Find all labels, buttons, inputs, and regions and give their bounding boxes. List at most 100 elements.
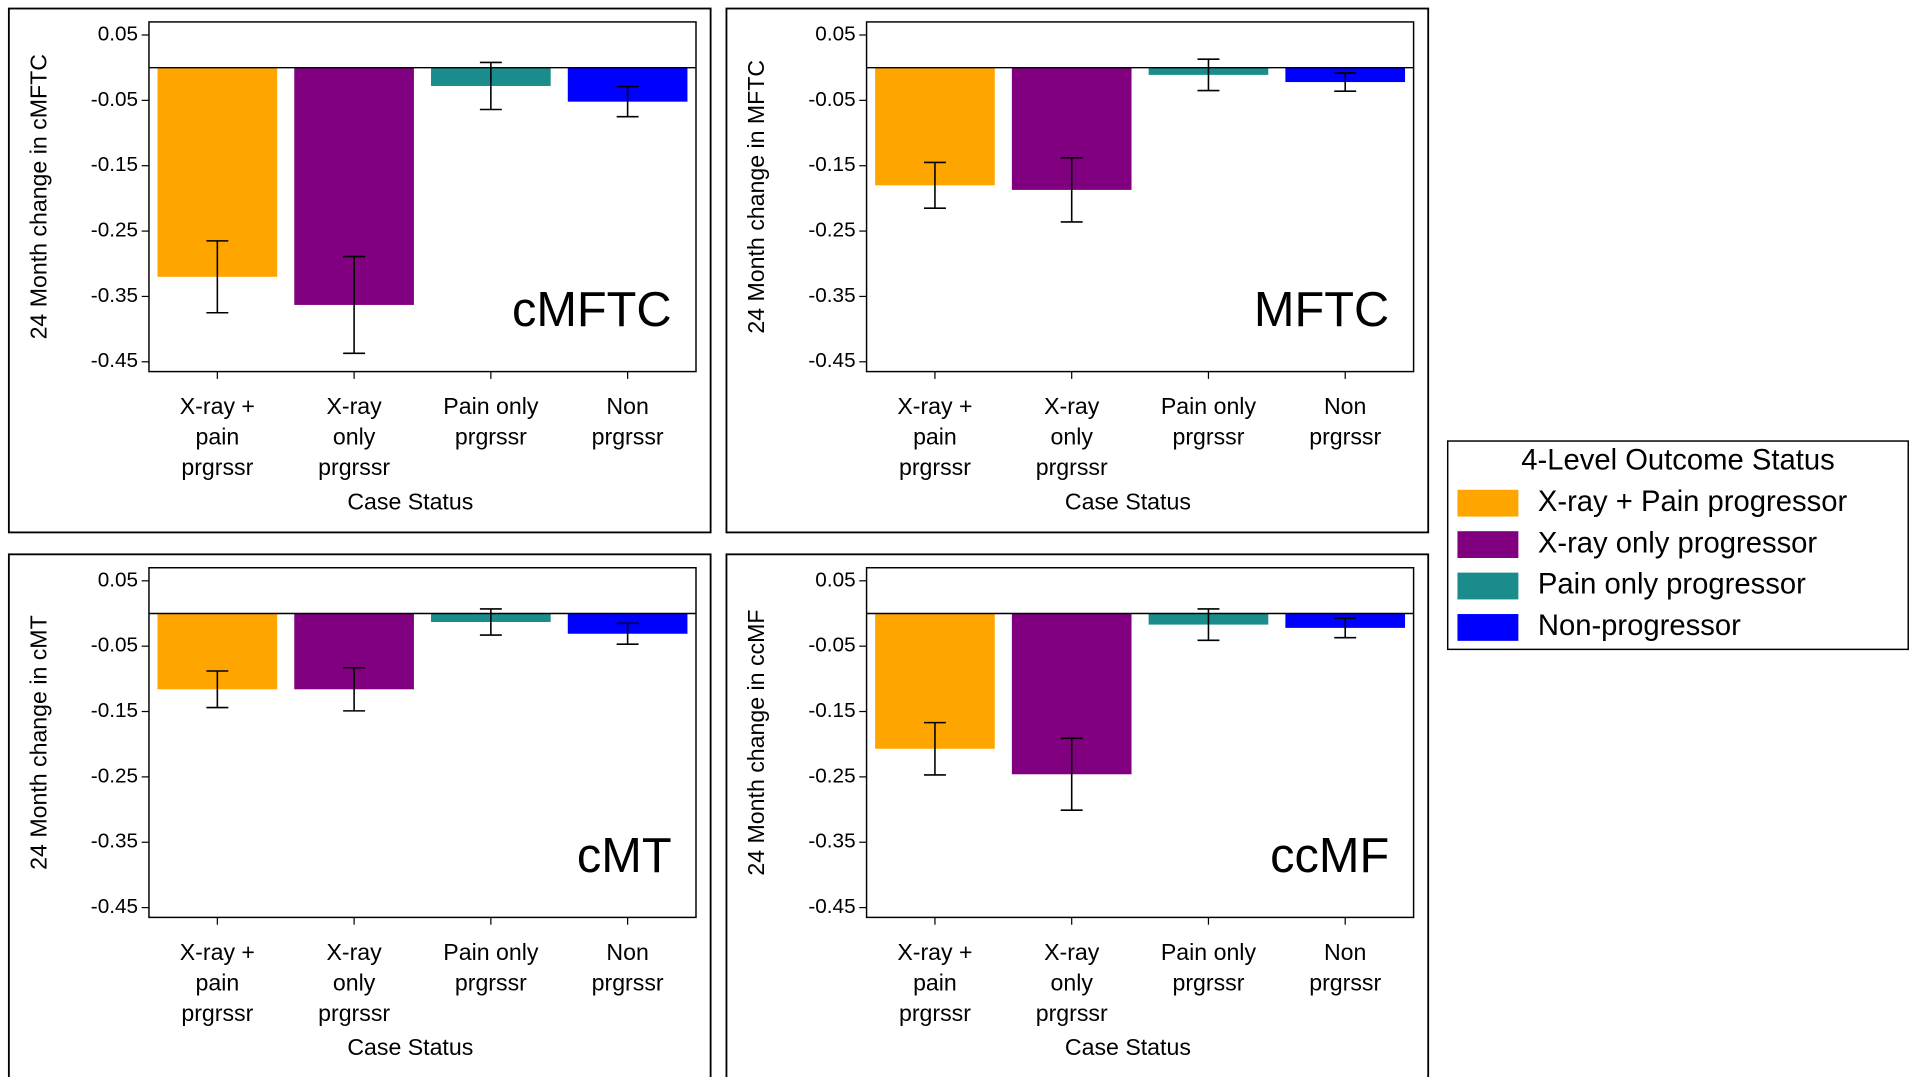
plot-frame (865, 567, 1415, 919)
panel-annotation: cMFTC (512, 283, 672, 337)
error-bar (206, 670, 229, 709)
x-tick-label: X-ray (326, 393, 382, 419)
y-tick-label: -0.45 (808, 349, 855, 372)
legend-swatch (1457, 531, 1519, 558)
y-tick-label: -0.05 (91, 634, 138, 657)
x-tick-label: only (1050, 424, 1093, 450)
error-bar (616, 85, 639, 118)
x-tick-label: prgrssr (1309, 424, 1381, 450)
y-tick-label: -0.45 (91, 895, 138, 918)
panel-annotation: MFTC (1254, 283, 1389, 337)
legend-title: 4-Level Outcome Status (1521, 444, 1834, 476)
plot-frame (865, 21, 1415, 373)
x-tick-label: X-ray + (180, 393, 255, 419)
y-tick-label: -0.25 (91, 219, 138, 242)
panel-frame (725, 553, 1430, 1077)
legend-swatch (1457, 489, 1519, 517)
y-axis-label: 24 Month change in cMT (26, 615, 52, 870)
panel-annotation: cMT (577, 829, 672, 883)
plot-frame (148, 567, 697, 919)
x-tick-label: Pain only (443, 393, 539, 419)
panel-annotation: ccMF (1270, 829, 1389, 883)
y-tick-label: -0.15 (808, 153, 855, 176)
x-tick-label: prgrssr (592, 970, 664, 996)
y-tick-label: -0.25 (808, 764, 855, 787)
legend-label: X-ray + Pain progressor (1538, 486, 1848, 518)
x-tick-label: prgrssr (1036, 1000, 1108, 1026)
error-bar (206, 240, 229, 314)
x-tick-label: prgrssr (1036, 454, 1108, 480)
x-axis-label: Case Status (1065, 488, 1191, 514)
legend-label: Pain only progressor (1538, 569, 1806, 601)
y-tick-label: 0.05 (98, 22, 138, 45)
x-tick-label: prgrssr (1172, 970, 1244, 996)
error-bar (923, 721, 946, 776)
x-tick-label: pain (913, 970, 957, 996)
x-tick-label: Non (1324, 939, 1366, 965)
y-axis-label: 24 Month change in MFTC (743, 60, 769, 334)
x-tick-label: prgrssr (899, 1000, 971, 1026)
y-tick-label: 0.05 (815, 568, 855, 591)
x-tick-label: prgrssr (181, 1000, 253, 1026)
error-bar (479, 61, 502, 111)
y-tick-label: -0.35 (808, 284, 855, 307)
x-tick-label: prgrssr (318, 454, 390, 480)
x-tick-label: prgrssr (455, 970, 527, 996)
legend: 4-Level Outcome Status X-ray + Pain progr… (1446, 440, 1909, 651)
x-tick-label: prgrssr (1309, 970, 1381, 996)
x-tick-label: X-ray + (180, 939, 255, 965)
legend-swatch (1457, 572, 1519, 600)
x-tick-label: prgrssr (318, 1000, 390, 1026)
legend-swatch (1457, 614, 1519, 641)
x-tick-label: pain (913, 424, 957, 450)
panel-frame (725, 7, 1430, 534)
x-tick-label: prgrssr (1172, 424, 1244, 450)
panel-frame (7, 7, 712, 534)
x-tick-label: X-ray (326, 939, 382, 965)
error-bar (343, 666, 366, 712)
error-bar (616, 622, 639, 645)
y-tick-label: -0.15 (808, 699, 855, 722)
y-tick-label: -0.25 (91, 764, 138, 787)
x-tick-label: prgrssr (592, 424, 664, 450)
y-tick-label: -0.45 (91, 349, 138, 372)
x-axis-label: Case Status (1065, 1034, 1191, 1060)
y-axis-label: 24 Month change in ccMF (743, 610, 769, 876)
x-tick-label: X-ray + (897, 939, 972, 965)
panel: 0.05 -0.05 -0.15 -0.25 -0.35 -0.45 X-ray + pain… (725, 7, 1430, 534)
error-bar (1334, 617, 1357, 639)
panel: 0.05 -0.05 -0.15 -0.25 -0.35 -0.45 X-ray + pain… (7, 553, 712, 1077)
plot-frame (148, 21, 697, 373)
panel-frame (7, 553, 712, 1077)
x-tick-label: Pain only (1161, 393, 1257, 419)
x-tick-label: only (1050, 970, 1093, 996)
panel: 0.05 -0.05 -0.15 -0.25 -0.35 -0.45 X-ray + pain… (7, 7, 712, 534)
y-tick-label: 0.05 (815, 22, 855, 45)
x-tick-label: prgrssr (455, 424, 527, 450)
y-tick-label: -0.45 (808, 895, 855, 918)
y-tick-label: -0.05 (808, 88, 855, 111)
x-tick-label: pain (195, 970, 239, 996)
y-tick-label: -0.35 (808, 830, 855, 853)
error-bar (343, 255, 366, 355)
y-tick-label: -0.15 (91, 153, 138, 176)
x-tick-label: Non (606, 939, 648, 965)
x-tick-label: Non (606, 393, 648, 419)
y-tick-label: -0.05 (91, 88, 138, 111)
x-tick-label: only (333, 424, 376, 450)
error-bar (1334, 72, 1357, 93)
legend-frame (1446, 440, 1909, 651)
y-tick-label: -0.15 (91, 699, 138, 722)
y-tick-label: -0.35 (91, 830, 138, 853)
x-tick-label: Non (1324, 393, 1366, 419)
x-tick-label: Pain only (1161, 939, 1257, 965)
error-bar (1060, 737, 1083, 812)
y-tick-label: -0.25 (808, 219, 855, 242)
y-tick-label: -0.35 (91, 284, 138, 307)
x-tick-label: only (333, 970, 376, 996)
x-axis-label: Case Status (347, 1034, 473, 1060)
error-bar (923, 161, 946, 209)
legend-label: X-ray only progressor (1538, 527, 1818, 559)
